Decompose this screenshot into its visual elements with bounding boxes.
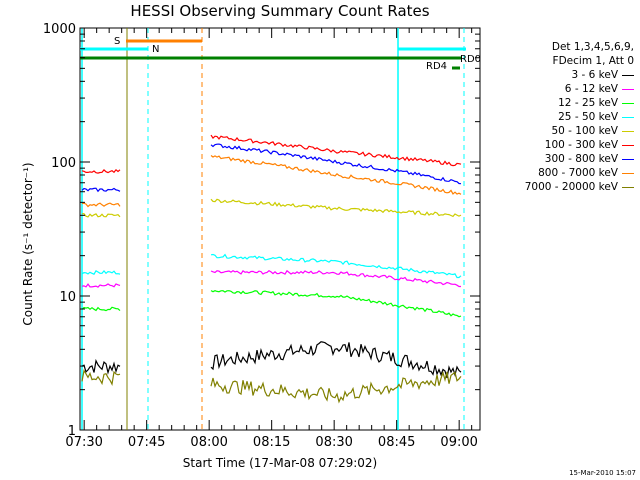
x-tick-label: 07:45 <box>128 435 165 450</box>
legend-label: 12 - 25 keV <box>558 97 618 109</box>
legend-swatch <box>622 186 634 188</box>
x-tick-label: 08:15 <box>253 435 290 450</box>
legend-swatch <box>622 102 634 104</box>
series-line-5 <box>81 134 462 174</box>
series-line-7 <box>81 155 462 208</box>
legend: Det 1,3,4,5,6,9, FDecim 1, Att 0 3 - 6 k… <box>484 40 634 194</box>
series-line-8 <box>81 369 462 404</box>
legend-header-1: Det 1,3,4,5,6,9, <box>551 41 634 53</box>
legend-entry-2: 12 - 25 keV <box>484 96 634 110</box>
series-line-0 <box>81 341 462 379</box>
legend-label: 6 - 12 keV <box>564 83 618 95</box>
y-tick-label: 10 <box>59 290 76 305</box>
series-line-6 <box>81 143 462 193</box>
legend-entry-3: 25 - 50 keV <box>484 110 634 124</box>
x-tick-label: 08:30 <box>315 435 352 450</box>
series-line-3 <box>81 253 462 279</box>
axis-ticks: 1 10 100 1000 07:30 07:45 08:00 08:15 08:30 08:45… <box>43 22 480 450</box>
legend-header-2: FDecim 1, Att 0 <box>552 55 634 67</box>
x-axis-label: Start Time (17-Mar-08 07:29:02) <box>183 456 377 470</box>
legend-entry-4: 50 - 100 keV <box>484 124 634 138</box>
legend-label: 25 - 50 keV <box>558 111 618 123</box>
y-tick-label: 1000 <box>43 22 76 37</box>
event-markers: S N RD0 RD4 <box>80 28 481 430</box>
legend-entry-8: 7000 - 20000 keV <box>484 180 634 194</box>
series-line-4 <box>82 198 462 218</box>
saa-label: S <box>114 36 120 47</box>
legend-entry-1: 6 - 12 keV <box>484 82 634 96</box>
legend-label: 7000 - 20000 keV <box>524 181 618 193</box>
legend-entry-5: 100 - 300 keV <box>484 138 634 152</box>
legend-entry-0: 3 - 6 keV <box>484 68 634 82</box>
x-tick-label: 09:00 <box>440 435 477 450</box>
rd0-label: RD0 <box>460 54 481 65</box>
legend-swatch <box>622 88 634 90</box>
y-tick-label: 100 <box>51 156 76 171</box>
legend-swatch <box>622 116 634 118</box>
legend-label: 300 - 800 keV <box>544 153 618 165</box>
series-line-2 <box>81 290 462 318</box>
legend-swatch <box>622 130 634 132</box>
legend-label: 100 - 300 keV <box>544 139 618 151</box>
legend-swatch <box>622 158 634 160</box>
chart-title: HESSI Observing Summary Count Rates <box>130 2 430 20</box>
plot-frame <box>79 27 481 431</box>
legend-entry-7: 800 - 7000 keV <box>484 166 634 180</box>
x-tick-label: 08:45 <box>378 435 415 450</box>
plot-border <box>79 27 481 431</box>
x-tick-label: 07:30 <box>65 435 102 450</box>
legend-label: 800 - 7000 keV <box>538 167 618 179</box>
legend-label: 50 - 100 keV <box>551 125 618 137</box>
night-label: N <box>152 44 159 55</box>
timestamp: 15-Mar-2010 15:07 <box>569 469 636 477</box>
legend-swatch <box>622 74 634 76</box>
series-line-1 <box>81 269 461 288</box>
legend-entry-6: 300 - 800 keV <box>484 152 634 166</box>
legend-swatch <box>622 172 634 174</box>
legend-swatch <box>622 144 634 146</box>
x-tick-label: 08:00 <box>190 435 227 450</box>
rd4-label: RD4 <box>426 61 447 72</box>
legend-label: 3 - 6 keV <box>571 69 618 81</box>
y-axis-label: Count Rate (s⁻¹ detector⁻¹) <box>21 162 35 325</box>
series-group <box>81 134 462 404</box>
y-tick-label: 1 <box>68 424 76 439</box>
